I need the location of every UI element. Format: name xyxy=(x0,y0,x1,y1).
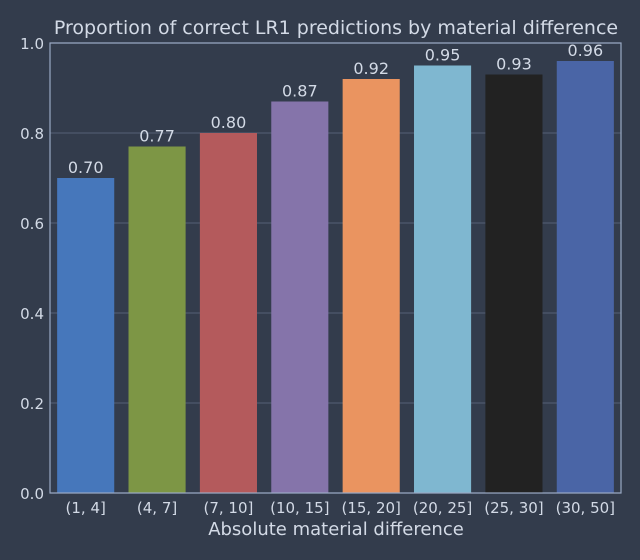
bar-value-label: 0.92 xyxy=(353,59,389,78)
x-tick-label: (10, 15] xyxy=(270,499,329,517)
bar xyxy=(556,61,614,493)
y-tick-label: 0.4 xyxy=(20,305,44,323)
bar-value-label: 0.96 xyxy=(568,41,604,60)
plot-border xyxy=(49,42,622,494)
bar xyxy=(57,178,115,493)
x-tick-label: (15, 20] xyxy=(341,499,400,517)
bar xyxy=(414,65,472,493)
y-axis-ticks: 0.0 0.2 0.4 0.6 0.8 1.0 xyxy=(20,35,44,503)
x-tick-label: (7, 10] xyxy=(204,499,254,517)
bar xyxy=(199,133,257,493)
y-tick-label: 0.2 xyxy=(20,395,44,413)
bar-value-label: 0.80 xyxy=(211,113,247,132)
bar xyxy=(128,146,186,493)
x-tick-label: (30, 50] xyxy=(556,499,615,517)
x-axis-label: Absolute material difference xyxy=(208,519,464,540)
y-tick-label: 0.8 xyxy=(20,125,44,143)
bar-value-label: 0.77 xyxy=(139,127,175,146)
bar xyxy=(485,74,543,493)
x-tick-label: (25, 30] xyxy=(484,499,543,517)
bar-value-label: 0.87 xyxy=(282,82,318,101)
y-tick-label: 1.0 xyxy=(20,35,44,53)
x-tick-label: (20, 25] xyxy=(413,499,472,517)
chart-title: Proportion of correct LR1 predictions by… xyxy=(54,17,618,39)
y-tick-label: 0.0 xyxy=(20,485,44,503)
x-tick-label: (4, 7] xyxy=(137,499,177,517)
bar-value-label: 0.95 xyxy=(425,46,461,65)
bar-layer xyxy=(57,61,614,493)
x-tick-label: (1, 4] xyxy=(66,499,106,517)
bar-value-label: 0.93 xyxy=(496,55,532,74)
y-tick-label: 0.6 xyxy=(20,215,44,233)
data-labels: 0.70 0.77 0.80 0.87 0.92 0.95 0.93 0.96 xyxy=(68,41,603,177)
x-axis-ticks: (1, 4] (4, 7] (7, 10] (10, 15] (15, 20] (20, … xyxy=(66,499,616,517)
bar xyxy=(342,79,400,493)
bar xyxy=(271,101,329,493)
bar-value-label: 0.70 xyxy=(68,158,104,177)
